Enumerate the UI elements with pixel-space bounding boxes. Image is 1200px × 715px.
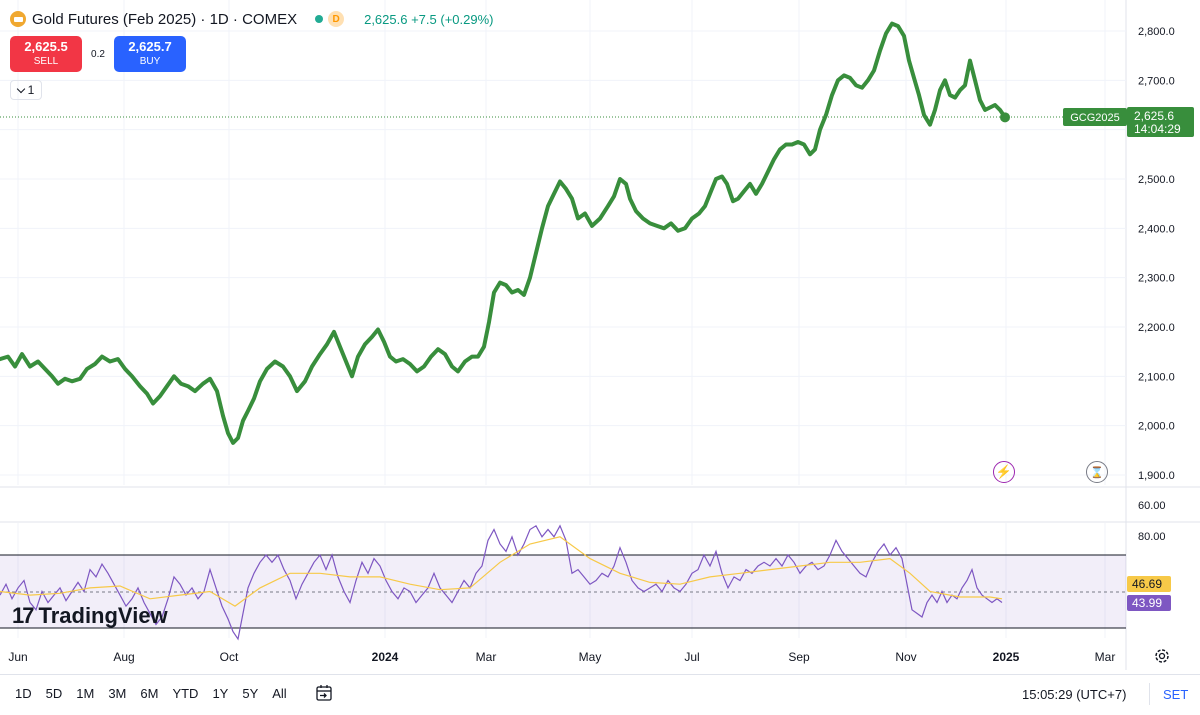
rsi-ma-tag: 46.69	[1132, 577, 1162, 591]
range-1d[interactable]: 1D	[15, 686, 32, 701]
range-5d[interactable]: 5D	[45, 686, 63, 701]
y-tick-label: 2,400.0	[1138, 223, 1175, 235]
bar-countdown: 14:04:29	[1134, 122, 1181, 136]
symbol-title[interactable]: Gold Futures (Feb 2025) · 1D · COMEX	[32, 10, 298, 28]
buy-price: 2,625.7	[128, 39, 172, 54]
y-tick-label: 1,900.0	[1138, 470, 1175, 482]
price-change: +7.5	[411, 11, 437, 27]
x-tick-label: Sep	[788, 650, 810, 664]
indicators-toggle[interactable]: 1	[10, 80, 42, 100]
sell-price: 2,625.5	[24, 39, 68, 54]
toolbar-divider	[1149, 683, 1150, 705]
rsi-y-tick-label: 60.00	[1138, 500, 1166, 512]
x-tick-label: May	[579, 650, 602, 664]
x-tick-label: Mar	[476, 650, 497, 664]
x-tick-label: Jun	[8, 650, 27, 664]
x-tick-label: 2024	[372, 650, 399, 664]
y-tick-label: 2,200.0	[1138, 322, 1175, 334]
sell-label: SELL	[33, 56, 59, 67]
gear-icon[interactable]	[1152, 646, 1172, 666]
price-change-percent: (+0.29%)	[440, 11, 494, 27]
rsi-ma-line[interactable]	[0, 536, 1003, 607]
symbol-tag-bg	[1063, 108, 1127, 127]
tradingview-mark-icon: 17	[12, 603, 35, 628]
tradingview-wordmark: TradingView	[38, 603, 168, 628]
chart-canvas[interactable]: 1,900.0 2,000.0 2,100.0 2,200.0 2,300.0 2,400…	[0, 0, 1200, 674]
price-quote: 2,625.6 +7.5 (+0.29%)	[364, 12, 493, 27]
x-tick-label: Oct	[220, 650, 239, 664]
x-tick-label: Nov	[895, 650, 916, 664]
spread-value: 0.2	[91, 48, 105, 60]
range-6m[interactable]: 6M	[140, 686, 159, 701]
y-tick-label: 2,800.0	[1138, 26, 1175, 38]
range-ytd[interactable]: YTD	[172, 686, 199, 701]
symbol-header: Gold Futures (Feb 2025) · 1D · COMEX D 2…	[10, 8, 494, 30]
rsi-tag-bg	[1127, 595, 1171, 611]
data-status[interactable]: D	[315, 11, 345, 27]
tradingview-logo[interactable]: 17 TradingView	[12, 603, 168, 629]
y-tick-label: 2,700.0	[1138, 75, 1175, 87]
sell-button[interactable]: 2,625.5 SELL	[10, 36, 82, 72]
rsi-y-tick-label: 80.00	[1138, 531, 1166, 543]
y-tick-label: 2,000.0	[1138, 421, 1175, 433]
trade-panel: 2,625.5 SELL 0.2 2,625.7 BUY	[10, 36, 186, 72]
flash-icon[interactable]: ⚡	[993, 461, 1015, 483]
range-5y[interactable]: 5Y	[242, 686, 259, 701]
rsi-ma-tag-bg	[1127, 576, 1171, 592]
symbol-tag: GCG2025	[1070, 112, 1120, 124]
y-tick-label: 2,500.0	[1138, 174, 1175, 186]
exchange-logo-icon	[10, 11, 26, 27]
range-3m[interactable]: 3M	[108, 686, 127, 701]
x-tick-label: 2025	[993, 650, 1020, 664]
delay-badge: D	[328, 11, 345, 27]
chevron-down-icon	[16, 84, 25, 93]
last-price-dot	[1000, 112, 1010, 123]
hourglass-icon[interactable]: ⌛	[1086, 461, 1108, 483]
market-status-dot	[315, 15, 324, 23]
range-1y[interactable]: 1Y	[212, 686, 229, 701]
range-selector: 1D 5D 1M 3M 6M YTD 1Y 5Y All	[15, 686, 287, 701]
x-tick-label: Jul	[684, 650, 699, 664]
buy-label: BUY	[139, 56, 161, 67]
range-all[interactable]: All	[272, 686, 287, 701]
range-1m[interactable]: 1M	[76, 686, 95, 701]
rsi-tag: 43.99	[1132, 596, 1162, 610]
clock-timezone[interactable]: 15:05:29 (UTC+7)	[1022, 687, 1127, 702]
price-tag-bg	[1127, 107, 1194, 138]
x-tick-label: Mar	[1095, 650, 1116, 664]
x-tick-label: Aug	[113, 650, 134, 664]
y-tick-label: 2,100.0	[1138, 371, 1175, 383]
buy-button[interactable]: 2,625.7 BUY	[114, 36, 186, 72]
indicators-count: 1	[27, 83, 35, 97]
bottom-toolbar: 1D 5D 1M 3M 6M YTD 1Y 5Y All 15:05:29 (U…	[0, 674, 1200, 715]
price-tag: 2,625.6	[1134, 109, 1174, 123]
settings-link[interactable]: SET	[1163, 687, 1189, 702]
goto-date-icon[interactable]	[315, 684, 333, 702]
last-price: 2,625.6	[364, 11, 408, 27]
price-series-line[interactable]	[0, 21, 1007, 445]
y-tick-label: 2,300.0	[1138, 273, 1175, 285]
